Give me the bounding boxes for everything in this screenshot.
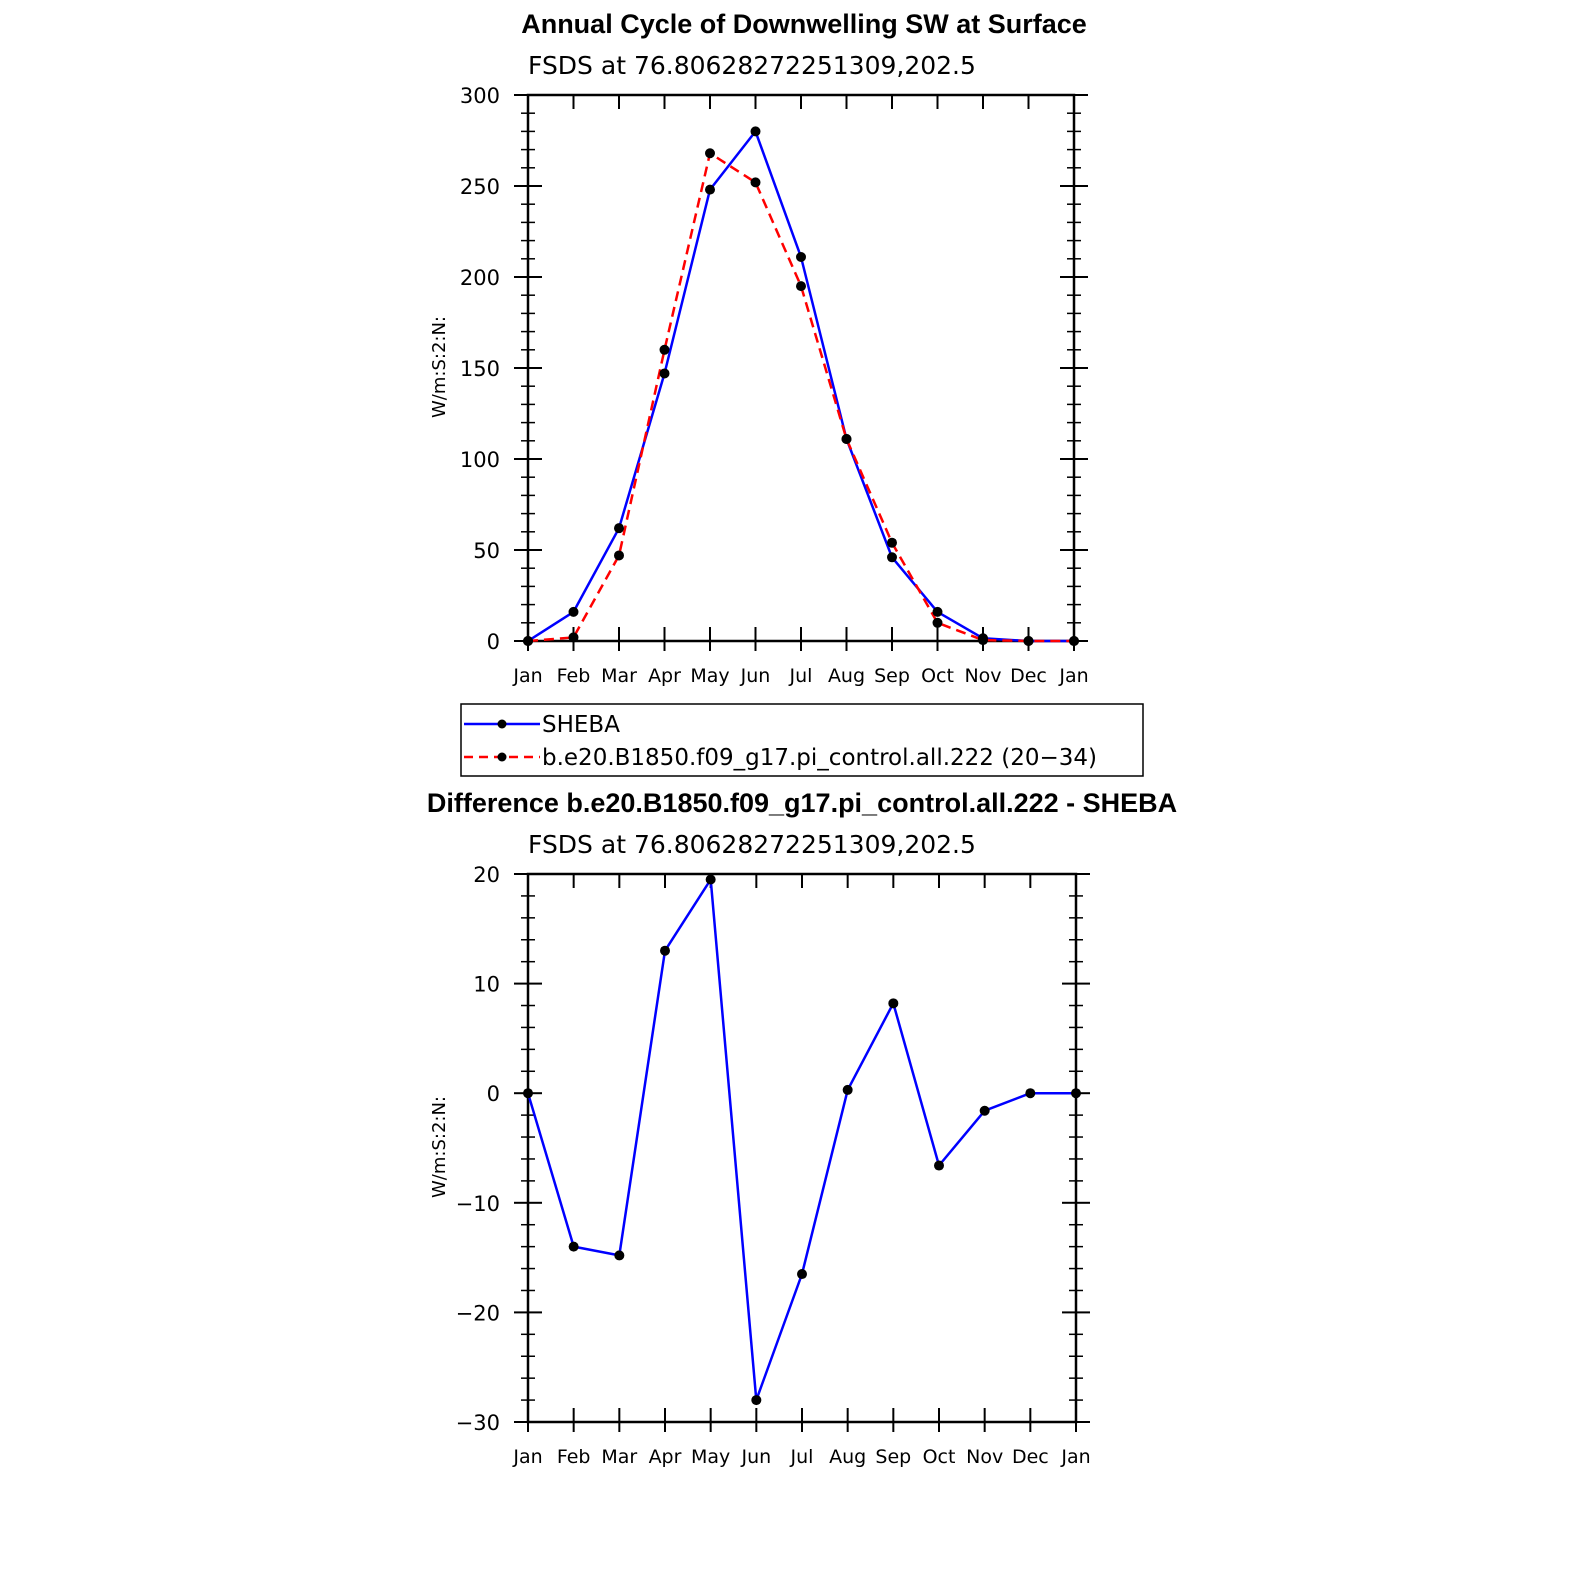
chart-title: Annual Cycle of Downwelling SW at Surfac… <box>521 9 1087 39</box>
legend-label-model: b.e20.B1850.f09_g17.pi_control.all.222 (… <box>542 745 1097 771</box>
x-tick-label: Sep <box>874 665 910 687</box>
legend-label-sheba: SHEBA <box>542 712 620 738</box>
data-point <box>842 1084 853 1095</box>
annual-cycle-chart: Annual Cycle of Downwelling SW at Surfac… <box>429 9 1144 777</box>
x-tick-label: Aug <box>828 665 865 687</box>
x-tick-label: Jan <box>512 665 542 687</box>
data-point <box>978 635 988 646</box>
y-tick-label: 10 <box>473 973 500 997</box>
data-point <box>1069 636 1079 646</box>
data-point <box>751 1395 762 1406</box>
series-layer <box>523 126 1079 646</box>
y-tick-label: 20 <box>473 863 500 887</box>
data-point <box>797 1269 807 1280</box>
data-point <box>568 606 579 617</box>
y-tick-label: 300 <box>460 84 500 108</box>
x-tick-label: Feb <box>557 665 591 687</box>
data-point <box>523 1088 533 1099</box>
series-line-0 <box>526 878 1076 1402</box>
data-point <box>932 606 943 617</box>
plot-frame <box>526 872 1078 1424</box>
series-line-0 <box>527 130 1074 643</box>
data-point <box>1071 1088 1081 1099</box>
data-point <box>614 1250 625 1261</box>
data-point <box>705 148 715 159</box>
data-point <box>614 550 624 561</box>
data-point <box>523 636 533 646</box>
data-point <box>568 632 579 643</box>
x-tick-label: Jul <box>790 1446 814 1468</box>
difference-chart: Difference b.e20.B1850.f09_g17.pi_contro… <box>427 788 1177 1468</box>
y-tick-label: 150 <box>460 357 500 381</box>
plot-frame <box>526 93 1076 643</box>
data-point <box>841 433 852 444</box>
data-point <box>887 552 897 563</box>
y-tick-label: 250 <box>460 175 500 199</box>
chart-subtitle: FSDS at 76.80628272251309,202.5 <box>528 830 976 859</box>
data-point <box>568 1241 579 1252</box>
data-point <box>887 537 897 548</box>
data-point <box>979 1105 990 1116</box>
x-tick-label: Dec <box>1010 665 1047 687</box>
y-tick-label: −30 <box>456 1411 500 1435</box>
data-point <box>660 945 670 956</box>
legend: SHEBA b.e20.B1850.f09_g17.pi_control.all… <box>460 703 1144 777</box>
x-tick-label: Aug <box>829 1446 866 1468</box>
x-tick-label: May <box>691 1446 730 1468</box>
data-point <box>1023 636 1034 646</box>
data-point <box>1025 1088 1036 1099</box>
x-tick-label: Nov <box>964 665 1001 687</box>
data-point <box>888 998 899 1009</box>
data-point <box>750 126 761 137</box>
x-tick-label: Dec <box>1012 1446 1049 1468</box>
x-tick-label: Jan <box>1058 665 1088 687</box>
data-point <box>932 617 943 628</box>
series-layer <box>523 874 1081 1406</box>
x-tick-label: Jul <box>789 665 813 687</box>
chart-subtitle: FSDS at 76.80628272251309,202.5 <box>528 51 976 80</box>
y-tick-label: 50 <box>473 539 500 563</box>
y-tick-label: −20 <box>456 1301 500 1325</box>
x-tick-label: Jan <box>512 1446 542 1468</box>
x-tick-label: Mar <box>601 665 637 687</box>
data-point <box>750 177 761 188</box>
axis-ticks: Jan Feb Mar Apr May Jun Jul Aug Sep Oct Nov Dec Jan 0… <box>460 84 1089 687</box>
chart-title: Difference b.e20.B1850.f09_g17.pi_contro… <box>427 788 1177 818</box>
y-axis-label: W/m:S:2:N: <box>429 1096 450 1198</box>
data-point <box>659 344 670 355</box>
x-tick-label: Jan <box>1060 1446 1090 1468</box>
x-tick-label: Nov <box>966 1446 1003 1468</box>
x-tick-label: Oct <box>921 665 954 687</box>
data-point <box>796 281 806 292</box>
legend-marker-model <box>497 752 507 762</box>
x-tick-label: Mar <box>601 1446 637 1468</box>
x-tick-label: Sep <box>875 1446 911 1468</box>
data-point <box>934 1160 944 1171</box>
x-tick-label: May <box>690 665 729 687</box>
data-point <box>796 251 806 262</box>
y-tick-label: 0 <box>487 1082 500 1106</box>
x-tick-label: Apr <box>648 665 681 687</box>
y-tick-label: 0 <box>487 630 500 654</box>
series-line-1 <box>527 151 1074 643</box>
x-tick-label: Jun <box>740 1446 771 1468</box>
data-point <box>705 874 716 885</box>
legend-marker-sheba <box>497 719 507 729</box>
data-point <box>614 523 624 534</box>
y-tick-label: 200 <box>460 266 500 290</box>
data-point <box>659 368 670 379</box>
data-point <box>705 184 715 195</box>
y-axis-label: W/m:S:2:N: <box>429 316 450 418</box>
x-tick-label: Oct <box>923 1446 956 1468</box>
y-tick-label: 100 <box>460 448 500 472</box>
y-tick-label: −10 <box>456 1192 500 1216</box>
x-tick-label: Feb <box>557 1446 591 1468</box>
axis-ticks: Jan Feb Mar Apr May Jun Jul Aug Sep Oct Nov Dec Jan−… <box>456 863 1091 1468</box>
x-tick-label: Jun <box>740 665 771 687</box>
x-tick-label: Apr <box>649 1446 682 1468</box>
legend-box <box>460 703 1144 777</box>
